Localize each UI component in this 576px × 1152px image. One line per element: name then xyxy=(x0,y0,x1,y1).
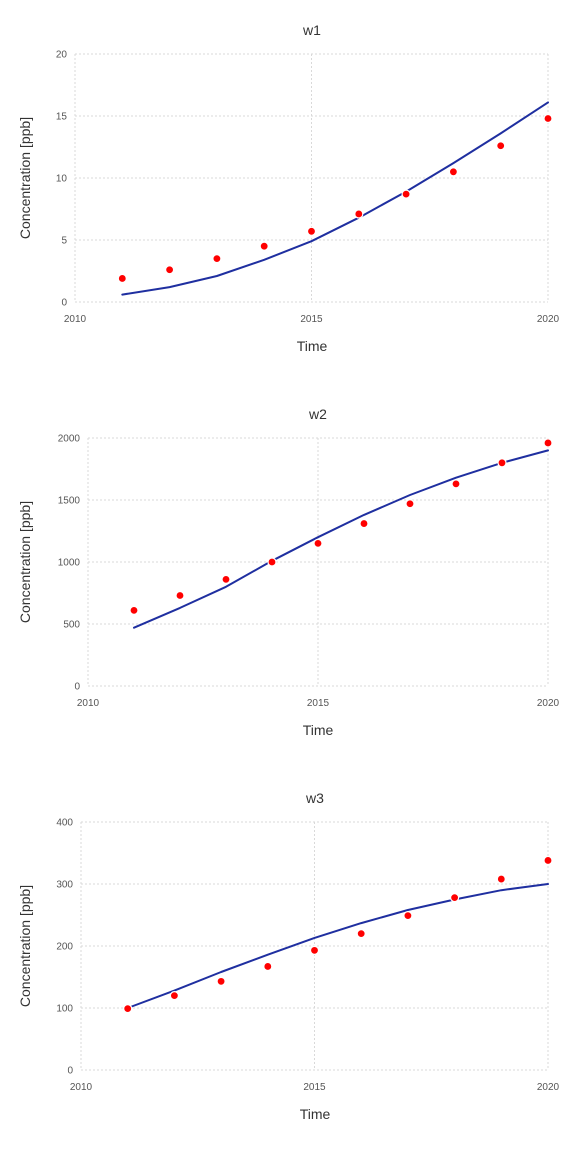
observed-point xyxy=(267,557,277,567)
observed-point xyxy=(496,874,506,884)
observed-point xyxy=(306,226,317,236)
observed-point xyxy=(175,590,185,601)
grid-layer xyxy=(87,437,549,687)
y-tick-label: 0 xyxy=(61,298,67,309)
y-axis-label: Concentration [ppb] xyxy=(17,117,33,239)
y-tick-label: 0 xyxy=(74,682,80,693)
observed-point xyxy=(123,1004,133,1014)
x-tick-label: 2015 xyxy=(303,1082,326,1093)
y-tick-label: 15 xyxy=(56,112,68,123)
y-tick-label: 200 xyxy=(56,942,73,953)
chart-title: w1 xyxy=(302,22,321,38)
x-axis-label: Time xyxy=(297,338,328,354)
observed-point xyxy=(543,438,553,448)
model-line xyxy=(126,883,549,1009)
observed-point xyxy=(259,241,269,251)
tick-labels-layer: 0 100 200 300 400 2010 2015 2020 xyxy=(56,818,559,1094)
observed-point xyxy=(448,167,458,177)
y-tick-label: 500 xyxy=(63,620,80,631)
chart-w1: 0 5 10 15 20 2010 2015 2020 w1 Time Concentrati… xyxy=(17,22,560,354)
observed-point xyxy=(543,113,553,124)
x-tick-label: 2010 xyxy=(77,698,100,709)
y-tick-label: 1500 xyxy=(58,496,81,507)
x-tick-label: 2010 xyxy=(64,314,87,325)
model-line xyxy=(133,449,549,629)
x-axis-label: Time xyxy=(300,1106,331,1122)
y-tick-label: 20 xyxy=(56,50,68,61)
observed-point xyxy=(401,189,411,199)
y-axis-label: Concentration [ppb] xyxy=(17,885,33,1007)
chart-w3: 0 100 200 300 400 2010 2015 2020 w3 Time Concen… xyxy=(17,790,560,1122)
x-tick-label: 2015 xyxy=(300,314,323,325)
chart-w2: 0 500 1000 1500 2000 2010 2015 2020 w2 Time Con… xyxy=(17,406,560,738)
y-tick-label: 1000 xyxy=(58,558,81,569)
observed-point xyxy=(165,265,175,275)
tick-labels-layer: 0 500 1000 1500 2000 2010 2015 2020 xyxy=(58,434,560,710)
y-tick-label: 10 xyxy=(56,174,68,185)
observed-point xyxy=(451,479,461,489)
observed-point xyxy=(117,273,127,284)
observed-point xyxy=(496,141,506,151)
observed-points-layer xyxy=(129,438,553,615)
x-tick-label: 2015 xyxy=(307,698,330,709)
x-tick-label: 2020 xyxy=(537,1082,560,1093)
observed-point xyxy=(169,991,179,1001)
y-tick-label: 400 xyxy=(56,818,73,829)
x-tick-label: 2010 xyxy=(70,1082,93,1093)
observed-point xyxy=(313,538,323,548)
observed-point xyxy=(263,961,273,972)
observed-point xyxy=(354,209,364,219)
observed-point xyxy=(309,945,320,955)
y-tick-label: 0 xyxy=(67,1066,73,1077)
model-line-layer xyxy=(126,883,549,1009)
model-line-layer xyxy=(133,449,549,629)
chart-title: w3 xyxy=(305,790,324,806)
observed-point xyxy=(543,855,553,866)
grid-layer xyxy=(74,53,549,303)
x-axis-label: Time xyxy=(303,722,334,738)
observed-point xyxy=(212,254,222,264)
observed-point xyxy=(216,976,226,986)
x-tick-label: 2020 xyxy=(537,314,560,325)
y-tick-label: 300 xyxy=(56,880,73,891)
observed-point xyxy=(359,518,369,529)
observed-points-layer xyxy=(123,855,553,1014)
observed-point xyxy=(405,499,415,509)
x-tick-label: 2020 xyxy=(537,698,560,709)
y-tick-label: 2000 xyxy=(58,434,81,445)
tick-labels-layer: 0 5 10 15 20 2010 2015 2020 xyxy=(56,50,560,326)
observed-point xyxy=(221,574,231,584)
observed-point xyxy=(129,605,139,615)
model-line xyxy=(121,101,549,296)
observed-point xyxy=(497,458,507,468)
chart-title: w2 xyxy=(308,406,327,422)
observed-point xyxy=(403,911,413,921)
model-line-layer xyxy=(121,101,549,296)
y-tick-label: 100 xyxy=(56,1004,73,1015)
y-tick-label: 5 xyxy=(61,236,67,247)
y-axis-label: Concentration [ppb] xyxy=(17,501,33,623)
observed-point xyxy=(356,929,366,939)
observed-point xyxy=(450,893,460,903)
observed-points-layer xyxy=(117,113,553,284)
